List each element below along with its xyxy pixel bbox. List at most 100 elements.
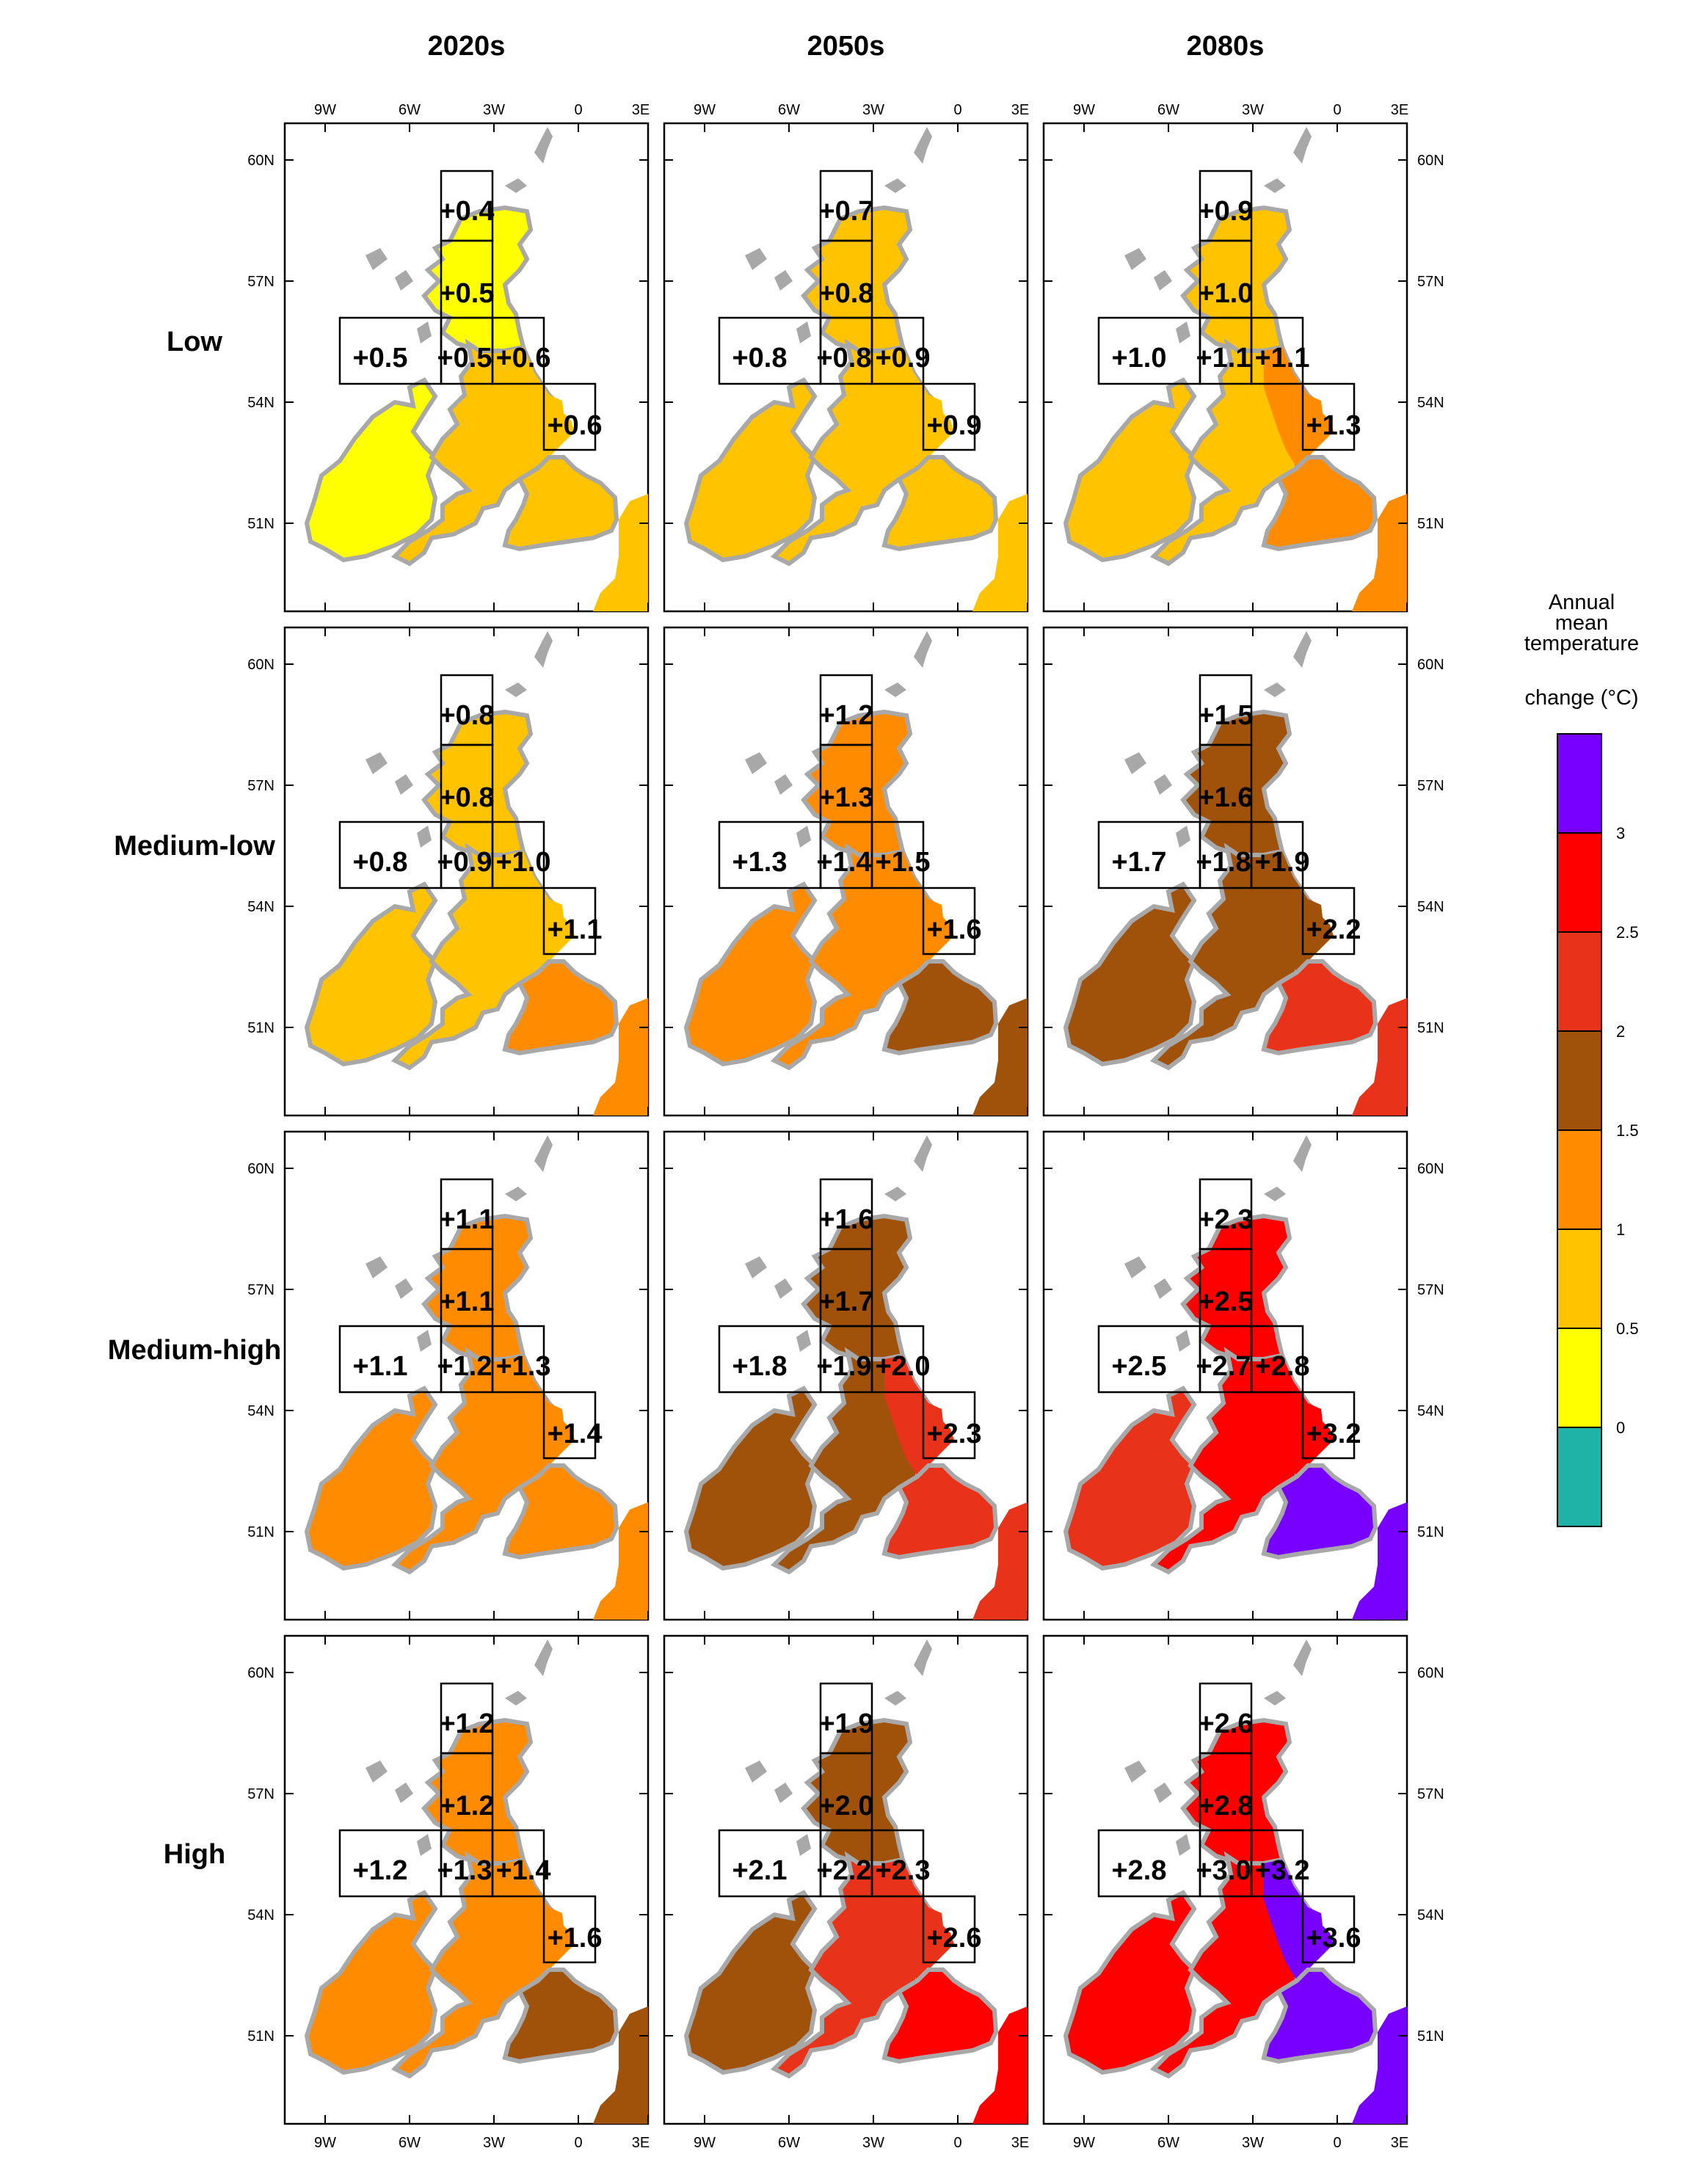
map-panel-high-2080s: +2.6 +2.8 +2.8 +3.0 +3.2 +3.6 9W 6W 3W 0 3E 60N 57N 5… [1042, 1634, 1444, 2151]
east-england-shape [884, 1355, 954, 1477]
island-shape [366, 752, 388, 774]
value-label-se: +1.1 [547, 914, 602, 945]
lat-tick-label-57N: 57N [1417, 1786, 1444, 1802]
value-label-ireland: +0.8 [352, 847, 407, 878]
southeast-england-shape [881, 1968, 999, 2064]
shetland-islands [1124, 127, 1312, 343]
island-shape [1124, 1256, 1146, 1278]
legend-swatch [1557, 832, 1602, 933]
island-shape [796, 1834, 811, 1856]
lon-tick-label-3E: 3E [1011, 2135, 1029, 2151]
value-label-ireland: +2.1 [732, 1855, 787, 1886]
value-label-ireland: +1.2 [352, 1855, 407, 1886]
east-england-shape [1264, 1355, 1334, 1477]
island-shape [1154, 270, 1172, 291]
shetland-islands [366, 127, 553, 343]
legend-bin-label-2.5: 2.5 [1616, 923, 1639, 942]
ireland-shape [1063, 1386, 1197, 1571]
value-label-scot_s: +1.0 [1198, 278, 1253, 309]
value-label-scot_n: +0.4 [439, 196, 494, 227]
value-label-ireland: +1.3 [732, 847, 787, 878]
value-label-midlands: +2.7 [1196, 1351, 1251, 1382]
lat-tick-label-57N: 57N [247, 274, 274, 290]
island-shape [745, 752, 767, 774]
grid-box-se [922, 887, 976, 956]
lat-tick-label-54N: 54N [247, 395, 274, 411]
east-england-shape [884, 851, 954, 972]
island-shape [796, 1330, 811, 1352]
lon-tick-label-9W: 9W [1073, 2135, 1095, 2151]
value-label-scot_n: +1.1 [439, 1204, 494, 1235]
island-shape [1293, 1639, 1312, 1676]
island-shape [745, 1256, 767, 1278]
value-label-midlands: +1.9 [816, 1351, 871, 1382]
lat-tick-label-51N: 51N [247, 2028, 274, 2045]
value-label-east: +0.9 [875, 343, 930, 374]
east-england-shape [505, 1355, 575, 1477]
legend-swatch [1557, 1328, 1602, 1428]
map-panel-medium-low-2050s: +1.2 +1.3 +1.3 +1.4 +1.5 +1.6 [663, 626, 1029, 1117]
legend-bin-label-1.5: 1.5 [1616, 1121, 1639, 1140]
island-shape [884, 1691, 906, 1706]
value-label-scot_s: +0.5 [439, 278, 494, 309]
scotland-shape [1180, 1717, 1292, 1866]
value-label-east: +1.4 [495, 1855, 550, 1886]
island-shape [796, 321, 811, 343]
value-label-midlands: +0.9 [437, 847, 492, 878]
lon-tick-label-3W: 3W [1242, 2135, 1264, 2151]
ireland-shape [304, 377, 438, 563]
legend-bin-label-0.5: 0.5 [1616, 1320, 1639, 1338]
lon-tick-label-3E: 3E [1011, 102, 1029, 118]
island-shape [914, 1639, 932, 1676]
value-label-midlands: +1.3 [437, 1855, 492, 1886]
lat-tick-label-54N: 54N [1417, 1907, 1444, 1923]
east-england-shape [1264, 1860, 1334, 1981]
east-england-shape [1264, 851, 1334, 972]
southeast-england-shape [881, 1463, 999, 1560]
lon-tick-label-9W: 9W [694, 2135, 716, 2151]
value-label-midlands: +3.0 [1196, 1855, 1251, 1886]
shetland-islands [745, 1639, 932, 1856]
lat-tick-label-54N: 54N [1417, 899, 1444, 915]
value-label-ireland: +0.5 [352, 343, 407, 374]
island-shape [1124, 248, 1146, 270]
ireland-shape [683, 881, 818, 1067]
value-label-se: +1.3 [1306, 410, 1361, 441]
southeast-england-shape [881, 455, 999, 552]
map-panel-medium-low-2020s: +0.8 +0.8 +0.8 +0.9 +1.0 +1.1 60N 57N 54N 51N [247, 626, 650, 1117]
value-label-scot_s: +1.6 [1198, 782, 1253, 813]
map-panel-medium-high-2080s: +2.3 +2.5 +2.5 +2.7 +2.8 +3.2 60N 57N 54N 51N [1042, 1130, 1444, 1621]
island-shape [417, 826, 432, 848]
grid-box-east [491, 1829, 545, 1898]
france-corner-shape [1352, 998, 1407, 1115]
value-label-scot_n: +1.6 [818, 1204, 873, 1235]
france-corner-shape [1352, 2006, 1407, 2124]
island-shape [914, 127, 932, 164]
southeast-england-shape [502, 1968, 619, 2064]
value-label-scot_s: +1.7 [818, 1286, 873, 1317]
lon-tick-label-9W: 9W [1073, 102, 1095, 118]
lat-tick-label-57N: 57N [247, 778, 274, 794]
grid-box-se [922, 1895, 976, 1964]
france-corner-shape [593, 2006, 648, 2124]
shetland-islands [745, 631, 932, 848]
ireland-shape [304, 881, 438, 1067]
legend-bin-label-1: 1 [1616, 1220, 1625, 1239]
value-label-midlands: +1.8 [1196, 847, 1251, 878]
lat-tick-label-60N: 60N [247, 1161, 274, 1177]
legend-swatch [1557, 931, 1602, 1032]
island-shape [417, 1834, 432, 1856]
column-header-2050s: 2050s [807, 31, 885, 62]
grid-box-se [542, 1391, 597, 1460]
island-shape [884, 682, 906, 697]
island-shape [534, 1135, 553, 1172]
southeast-england-shape [1261, 1463, 1378, 1560]
island-shape [505, 1187, 527, 1201]
ireland-shape [683, 1386, 818, 1571]
lat-tick-label-60N: 60N [247, 153, 274, 169]
lon-tick-label-6W: 6W [778, 102, 800, 118]
value-label-ireland: +1.1 [352, 1351, 407, 1382]
grid-box-east [870, 1829, 925, 1898]
ireland-shape [304, 1890, 438, 2075]
